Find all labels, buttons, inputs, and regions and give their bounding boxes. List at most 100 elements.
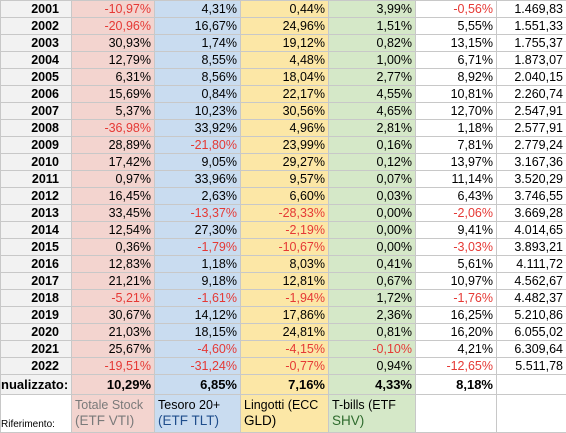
value-cell[interactable]: 3.746,55 [497, 188, 566, 205]
year-cell[interactable]: 2007 [1, 103, 72, 120]
value-cell[interactable]: 30,93% [72, 35, 155, 52]
year-cell[interactable]: 2011 [1, 171, 72, 188]
value-cell[interactable]: -0,56% [416, 1, 497, 18]
value-cell[interactable]: 10,23% [155, 103, 241, 120]
year-cell[interactable]: 2014 [1, 222, 72, 239]
value-cell[interactable]: 6,60% [241, 188, 329, 205]
value-cell[interactable]: -20,96% [72, 18, 155, 35]
value-cell[interactable]: 4.111,72 [497, 256, 566, 273]
year-cell[interactable]: 2004 [1, 52, 72, 69]
year-cell[interactable]: 2005 [1, 69, 72, 86]
value-cell[interactable]: -3,03% [416, 239, 497, 256]
value-cell[interactable]: 0,12% [329, 154, 416, 171]
value-cell[interactable]: 0,00% [329, 205, 416, 222]
value-cell[interactable]: -1,79% [155, 239, 241, 256]
value-cell[interactable]: 3.520,29 [497, 171, 566, 188]
value-cell[interactable]: -31,24% [155, 358, 241, 375]
value-cell[interactable]: 1.873,07 [497, 52, 566, 69]
value-cell[interactable]: 4,48% [241, 52, 329, 69]
value-cell[interactable]: 4,65% [329, 103, 416, 120]
value-cell[interactable]: 0,97% [72, 171, 155, 188]
value-cell[interactable]: 27,30% [155, 222, 241, 239]
value-cell[interactable]: 9,41% [416, 222, 497, 239]
reference-cell[interactable]: Totale Stock(ETF VTI) [72, 395, 155, 433]
value-cell[interactable]: 2.547,91 [497, 103, 566, 120]
value-cell[interactable]: -10,97% [72, 1, 155, 18]
value-cell[interactable]: 0,67% [329, 273, 416, 290]
value-cell[interactable]: -36,98% [72, 120, 155, 137]
value-cell[interactable]: 8,56% [155, 69, 241, 86]
value-cell[interactable]: 22,17% [241, 86, 329, 103]
value-cell[interactable]: 25,67% [72, 341, 155, 358]
year-cell[interactable]: 2002 [1, 18, 72, 35]
value-cell[interactable]: 30,56% [241, 103, 329, 120]
value-cell[interactable]: -13,37% [155, 205, 241, 222]
annualized-value[interactable]: 10,29% [72, 375, 155, 395]
value-cell[interactable]: -1,76% [416, 290, 497, 307]
value-cell[interactable]: -0,10% [329, 341, 416, 358]
value-cell[interactable]: 5,37% [72, 103, 155, 120]
value-cell[interactable]: 16,20% [416, 324, 497, 341]
value-cell[interactable]: 0,81% [329, 324, 416, 341]
value-cell[interactable]: -12,65% [416, 358, 497, 375]
value-cell[interactable]: 0,16% [329, 137, 416, 154]
value-cell[interactable]: 15,69% [72, 86, 155, 103]
year-cell[interactable]: 2020 [1, 324, 72, 341]
value-cell[interactable]: 2.260,74 [497, 86, 566, 103]
value-cell[interactable]: 0,94% [329, 358, 416, 375]
value-cell[interactable]: -2,19% [241, 222, 329, 239]
value-cell[interactable]: 6,43% [416, 188, 497, 205]
value-cell[interactable]: 2,77% [329, 69, 416, 86]
value-cell[interactable]: 4,21% [416, 341, 497, 358]
reference-cell[interactable] [497, 395, 566, 433]
value-cell[interactable]: -4,15% [241, 341, 329, 358]
value-cell[interactable]: 0,36% [72, 239, 155, 256]
value-cell[interactable]: 0,00% [329, 222, 416, 239]
value-cell[interactable]: 4,55% [329, 86, 416, 103]
value-cell[interactable]: 8,55% [155, 52, 241, 69]
value-cell[interactable]: 24,81% [241, 324, 329, 341]
value-cell[interactable]: 4.482,37 [497, 290, 566, 307]
value-cell[interactable]: 1,72% [329, 290, 416, 307]
value-cell[interactable]: 2,81% [329, 120, 416, 137]
annualized-value[interactable]: 7,16% [241, 375, 329, 395]
value-cell[interactable]: 1.755,37 [497, 35, 566, 52]
value-cell[interactable]: 18,15% [155, 324, 241, 341]
value-cell[interactable]: 28,89% [72, 137, 155, 154]
value-cell[interactable]: 19,12% [241, 35, 329, 52]
annualized-value[interactable]: 6,85% [155, 375, 241, 395]
value-cell[interactable]: 1.551,33 [497, 18, 566, 35]
value-cell[interactable]: 4,96% [241, 120, 329, 137]
value-cell[interactable]: 6,71% [416, 52, 497, 69]
annualized-value[interactable]: 4,33% [329, 375, 416, 395]
value-cell[interactable]: 0,03% [329, 188, 416, 205]
value-cell[interactable]: 5,55% [416, 18, 497, 35]
value-cell[interactable]: 9,57% [241, 171, 329, 188]
value-cell[interactable]: 1,00% [329, 52, 416, 69]
year-cell[interactable]: 2008 [1, 120, 72, 137]
annualized-value[interactable] [497, 375, 566, 395]
value-cell[interactable]: 6,31% [72, 69, 155, 86]
year-cell[interactable]: 2003 [1, 35, 72, 52]
value-cell[interactable]: 5.511,78 [497, 358, 566, 375]
value-cell[interactable]: 29,27% [241, 154, 329, 171]
value-cell[interactable]: 1.469,83 [497, 1, 566, 18]
value-cell[interactable]: 23,99% [241, 137, 329, 154]
value-cell[interactable]: 12,70% [416, 103, 497, 120]
value-cell[interactable]: -1,94% [241, 290, 329, 307]
year-cell[interactable]: 2017 [1, 273, 72, 290]
value-cell[interactable]: 7,81% [416, 137, 497, 154]
year-cell[interactable]: 2012 [1, 188, 72, 205]
value-cell[interactable]: 16,67% [155, 18, 241, 35]
value-cell[interactable]: 0,41% [329, 256, 416, 273]
value-cell[interactable]: 1,18% [155, 256, 241, 273]
value-cell[interactable]: 1,74% [155, 35, 241, 52]
year-cell[interactable]: 2018 [1, 290, 72, 307]
value-cell[interactable]: 13,15% [416, 35, 497, 52]
value-cell[interactable]: 5.210,86 [497, 307, 566, 324]
value-cell[interactable]: -21,80% [155, 137, 241, 154]
value-cell[interactable]: 3,99% [329, 1, 416, 18]
value-cell[interactable]: 17,42% [72, 154, 155, 171]
